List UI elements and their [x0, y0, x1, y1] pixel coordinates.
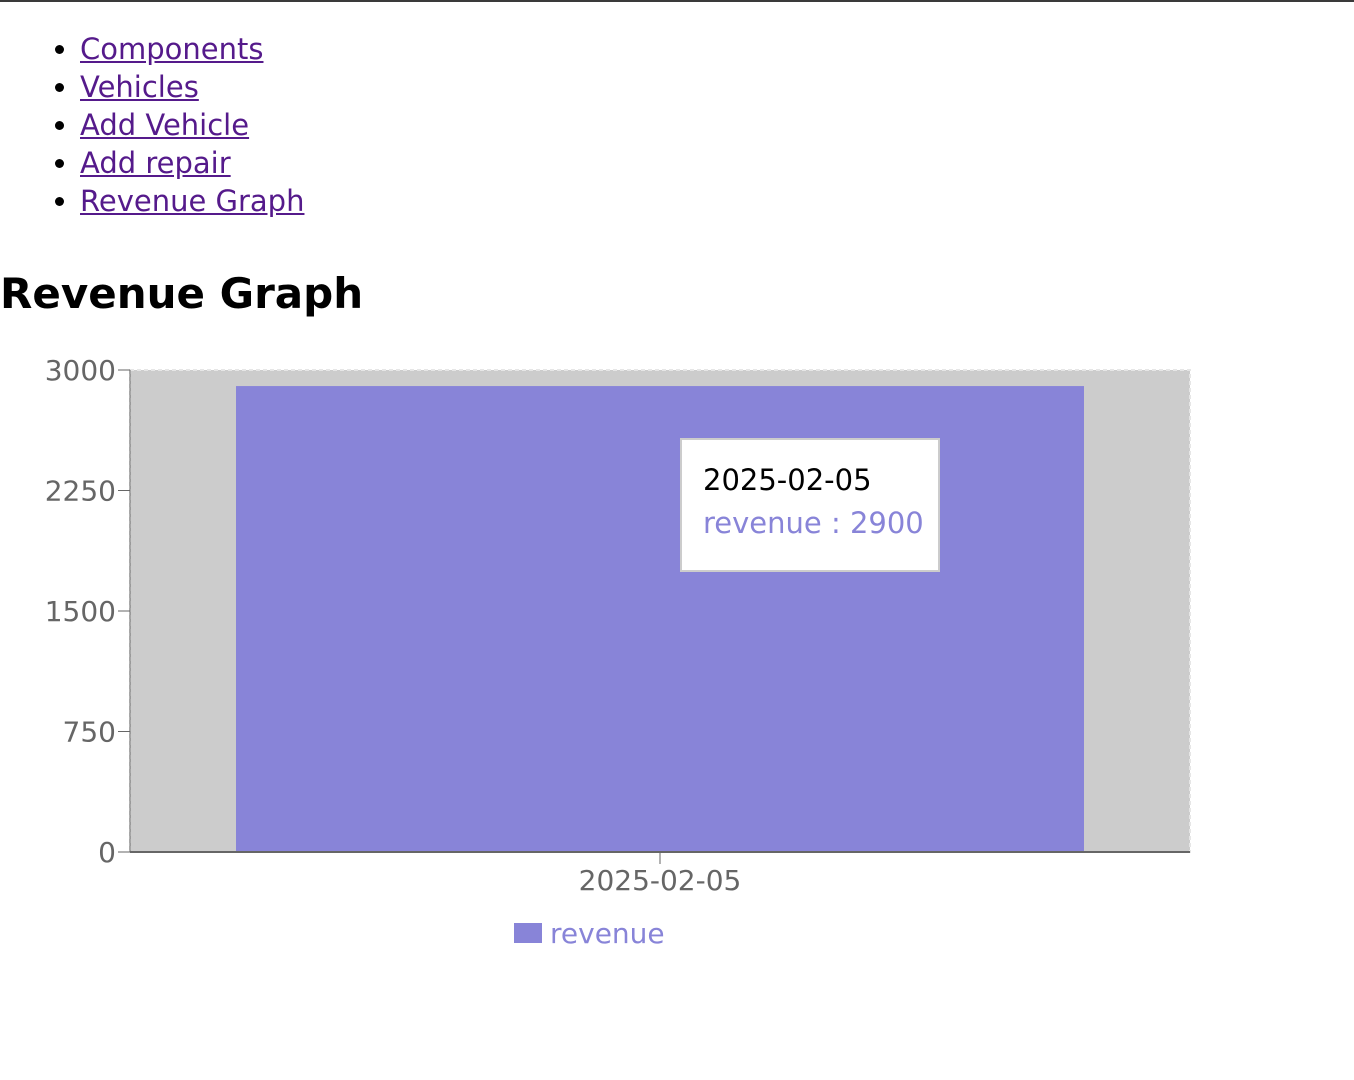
- y-tick-label: 3000: [45, 354, 116, 387]
- nav-link-components[interactable]: Components: [80, 32, 264, 66]
- nav-item: Add repair: [80, 144, 304, 182]
- tooltip-separator: :: [821, 506, 850, 540]
- legend-swatch-revenue: [514, 923, 542, 943]
- nav-link-vehicles[interactable]: Vehicles: [80, 70, 199, 104]
- tooltip-item-name: revenue: [703, 506, 822, 540]
- revenue-bar-chart[interactable]: 0 750 1500 2250 3000 2025-02-05 revenue: [0, 340, 1354, 960]
- nav-link-add-repair[interactable]: Add repair: [80, 146, 231, 180]
- tooltip-item-value: 2900: [849, 506, 924, 540]
- legend-label-revenue: revenue: [550, 917, 665, 950]
- nav-item: Add Vehicle: [80, 106, 304, 144]
- tooltip-label: 2025-02-05: [703, 463, 872, 497]
- bar-revenue-0: [236, 386, 1084, 852]
- chart-tooltip: 2025-02-05 revenue : 2900: [680, 438, 940, 572]
- nav-item: Components: [80, 30, 304, 68]
- y-tick-label: 0: [98, 836, 116, 869]
- y-tick-label: 750: [63, 716, 116, 749]
- x-tick-label: 2025-02-05: [579, 864, 742, 897]
- nav-item: Vehicles: [80, 68, 304, 106]
- nav-list: Components Vehicles Add Vehicle Add repa…: [0, 30, 304, 220]
- y-tick-label: 2250: [45, 475, 116, 508]
- nav-link-revenue-graph[interactable]: Revenue Graph: [80, 184, 305, 218]
- nav-link-add-vehicle[interactable]: Add Vehicle: [80, 108, 250, 142]
- y-tick-label: 1500: [45, 595, 116, 628]
- top-border: [0, 0, 1354, 2]
- tooltip-item: revenue : 2900: [703, 500, 924, 546]
- page-title: Revenue Graph: [0, 269, 364, 318]
- nav-item: Revenue Graph: [80, 182, 304, 220]
